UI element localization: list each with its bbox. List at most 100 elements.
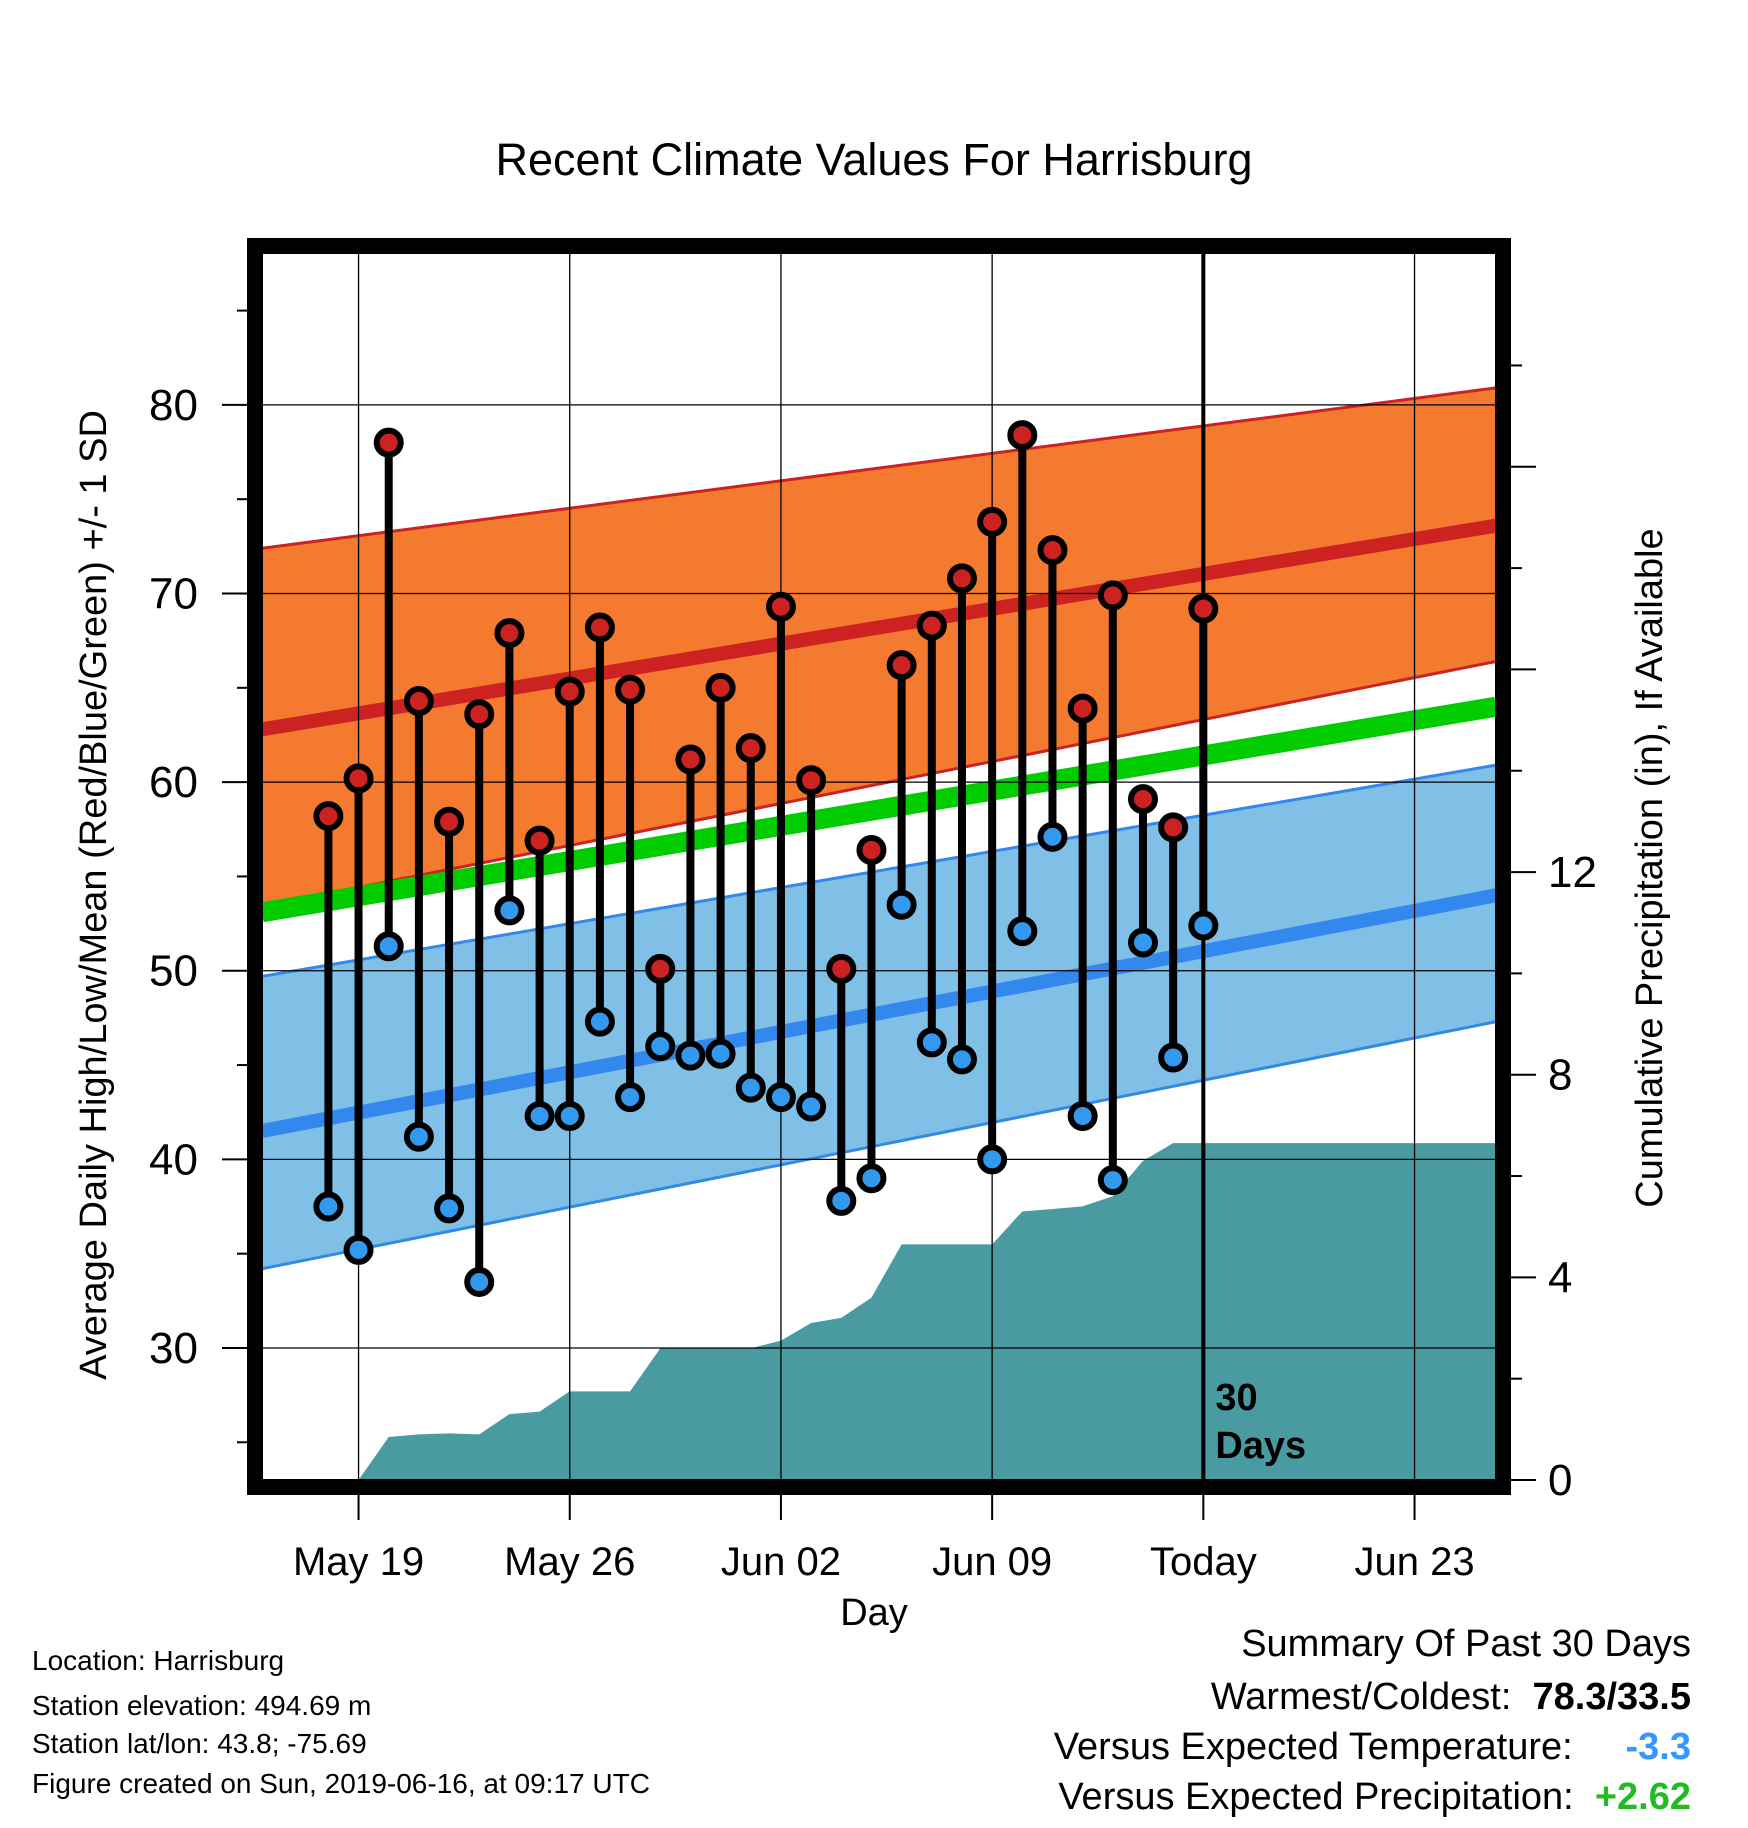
daily-high-point	[645, 953, 676, 984]
daily-high-point	[916, 610, 947, 641]
y-right-tick-label: 4	[1548, 1253, 1572, 1302]
y-axis-right-label: Cumulative Precipitation (in), If Availa…	[1629, 528, 1671, 1207]
info-created: Figure created on Sun, 2019-06-16, at 09…	[32, 1768, 650, 1799]
daily-high-point	[313, 801, 344, 832]
summary-warm-cold-label: Warmest/Coldest:	[1210, 1676, 1512, 1718]
today-annotation-line: 30	[1215, 1377, 1257, 1419]
y-axis-left-label: Average Daily High/Low/Mean (Red/Blue/Gr…	[73, 410, 115, 1380]
daily-low-point	[1007, 916, 1038, 947]
daily-high-point	[403, 686, 434, 717]
summary-precip-label: Versus Expected Precipitation:	[1058, 1776, 1574, 1818]
today-annotation-line: Days	[1215, 1425, 1306, 1467]
daily-high-point	[343, 763, 374, 794]
daily-high-point	[1007, 420, 1038, 451]
daily-low-point	[645, 1031, 676, 1062]
daily-low-point	[434, 1193, 465, 1224]
y-left-tick-label: 50	[149, 947, 198, 996]
info-elevation: Station elevation: 494.69 m	[32, 1690, 372, 1721]
normal-high-upper-line	[262, 386, 1496, 550]
y-left-tick-label: 40	[149, 1135, 198, 1184]
daily-high-point	[977, 506, 1008, 537]
daily-low-point	[1188, 910, 1219, 941]
daily-high-point	[1067, 693, 1098, 724]
daily-high-point	[494, 618, 525, 649]
daily-high-point	[1158, 812, 1189, 843]
daily-low-point	[826, 1185, 857, 1216]
daily-low-point	[796, 1091, 827, 1122]
normal-high-mean-line	[262, 518, 1496, 737]
daily-high-point	[584, 612, 615, 643]
x-tick-label: Jun 23	[1354, 1540, 1474, 1584]
y-left-tick-label: 30	[149, 1324, 198, 1373]
y-left-tick-label: 60	[149, 758, 198, 807]
daily-high-point	[946, 563, 977, 594]
daily-high-point	[464, 699, 495, 730]
daily-high-point	[524, 825, 555, 856]
daily-high-point	[796, 765, 827, 796]
daily-low-point	[916, 1027, 947, 1058]
daily-low-point	[343, 1234, 374, 1265]
summary-precip: Versus Expected Precipitation: +2.62	[1058, 1778, 1691, 1816]
daily-low-point	[856, 1163, 887, 1194]
daily-low-point	[1037, 821, 1068, 852]
daily-high-point	[765, 591, 796, 622]
normal-low-lower-line	[262, 1020, 1496, 1271]
daily-low-point	[524, 1100, 555, 1131]
daily-high-point	[1037, 535, 1068, 566]
summary-warm-cold-value: 78.3/33.5	[1532, 1676, 1691, 1718]
daily-low-point	[735, 1072, 766, 1103]
daily-high-point	[615, 674, 646, 705]
normal-low-upper-line	[262, 763, 1496, 978]
normal-high-lower-line	[262, 659, 1496, 909]
daily-low-point	[1067, 1100, 1098, 1131]
daily-high-point	[434, 806, 465, 837]
daily-low-point	[1158, 1042, 1189, 1073]
x-tick-label: Jun 02	[721, 1540, 841, 1584]
daily-high-point	[1188, 593, 1219, 624]
daily-low-point	[313, 1191, 344, 1222]
x-tick-label: May 19	[293, 1540, 424, 1584]
summary-precip-value: +2.62	[1594, 1776, 1691, 1818]
summary-heading: Summary Of Past 30 Days	[1241, 1623, 1691, 1665]
info-location: Location: Harrisburg	[32, 1645, 285, 1676]
summary-temp: Versus Expected Temperature: -3.3	[1054, 1728, 1691, 1766]
precip-area	[336, 1143, 1496, 1480]
daily-low-point	[554, 1100, 585, 1131]
daily-high-point	[1127, 784, 1158, 815]
daily-low-point	[615, 1082, 646, 1113]
daily-high-point	[886, 650, 917, 681]
x-tick-label: Today	[1150, 1540, 1257, 1584]
daily-low-point	[373, 931, 404, 962]
daily-high-point	[826, 953, 857, 984]
x-tick-label: Jun 09	[932, 1540, 1052, 1584]
daily-low-point	[403, 1121, 434, 1152]
x-tick-label: May 26	[504, 1540, 635, 1584]
daily-high-point	[735, 733, 766, 764]
daily-low-point	[765, 1082, 796, 1113]
daily-low-point	[675, 1040, 706, 1071]
daily-high-point	[856, 835, 887, 866]
daily-low-point	[1127, 927, 1158, 958]
daily-high-point	[373, 427, 404, 458]
x-axis-label: Day	[840, 1592, 908, 1634]
daily-low-point	[705, 1038, 736, 1069]
daily-high-point	[1097, 580, 1128, 611]
daily-high-point	[554, 676, 585, 707]
daily-low-point	[886, 889, 917, 920]
daily-low-point	[1097, 1165, 1128, 1196]
daily-low-point	[464, 1266, 495, 1297]
plot-frame	[247, 238, 1511, 1495]
y-right-tick-label: 12	[1548, 848, 1597, 897]
daily-low-point	[977, 1144, 1008, 1175]
summary-warm-cold: Warmest/Coldest: 78.3/33.5	[1211, 1678, 1691, 1716]
y-right-tick-label: 0	[1548, 1456, 1572, 1505]
y-right-tick-label: 8	[1548, 1051, 1572, 1100]
normal-mean-line	[262, 696, 1496, 923]
daily-low-point	[946, 1044, 977, 1075]
summary-temp-value: -3.3	[1625, 1726, 1691, 1768]
y-left-tick-label: 80	[149, 381, 198, 430]
daily-low-point	[494, 895, 525, 926]
daily-high-point	[675, 744, 706, 775]
info-latlon: Station lat/lon: 43.8; -75.69	[32, 1728, 367, 1759]
